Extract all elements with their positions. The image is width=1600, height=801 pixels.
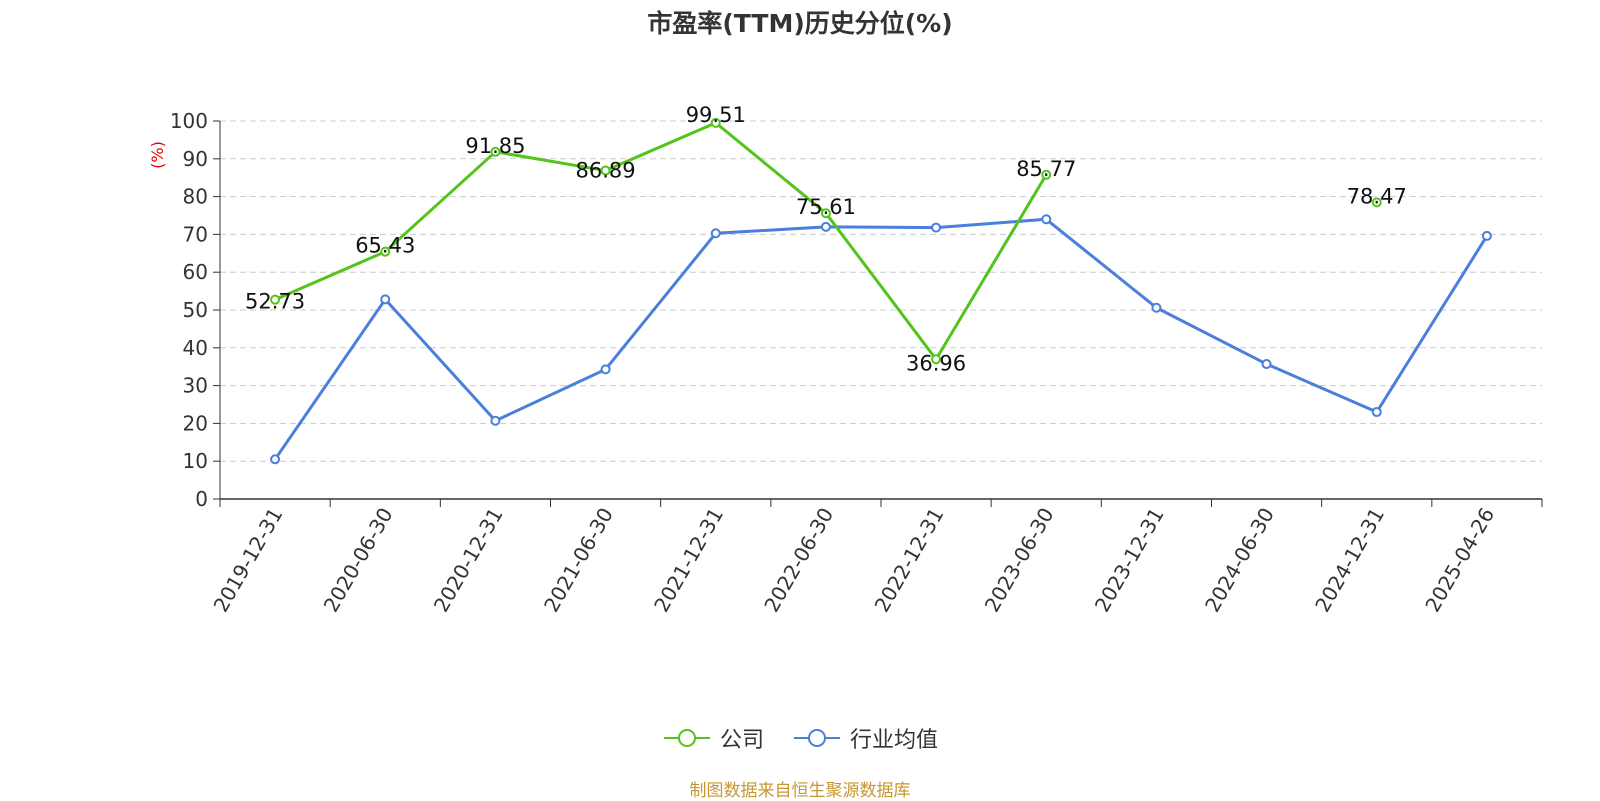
legend-company-label: 公司 xyxy=(719,728,764,753)
data-label: 65.43 xyxy=(355,234,415,258)
source-note: 制图数据来自恒生聚源数据库 xyxy=(689,781,911,801)
y-tick-label: 90 xyxy=(183,147,208,171)
x-tick-label: 2020-12-31 xyxy=(429,503,508,616)
y-tick-label: 60 xyxy=(183,260,208,284)
y-tick-label: 40 xyxy=(183,336,208,360)
data-point xyxy=(380,246,391,257)
data-point xyxy=(490,146,501,157)
data-point xyxy=(931,222,942,233)
data-label: 85.77 xyxy=(1016,157,1076,181)
data-label: 86.89 xyxy=(576,159,636,183)
data-point xyxy=(1371,407,1382,418)
x-tick-label: 2024-12-31 xyxy=(1310,504,1389,617)
y-tick-label: 100 xyxy=(170,109,208,133)
x-tick-label: 2021-06-30 xyxy=(539,504,618,617)
data-label: 78.47 xyxy=(1347,184,1407,208)
legend-industry-label: 行业均值 xyxy=(850,728,939,753)
data-point xyxy=(1041,214,1052,225)
data-point xyxy=(1481,230,1492,241)
y-tick-label: 0 xyxy=(195,487,208,511)
legend: 公司 行业均值 xyxy=(0,722,1600,754)
data-point xyxy=(600,165,611,176)
data-point xyxy=(270,454,281,465)
series-line xyxy=(274,121,1048,361)
data-label: 91.85 xyxy=(465,134,525,158)
data-point xyxy=(931,354,942,365)
x-tick-label: 2024-06-30 xyxy=(1200,504,1279,617)
series-line xyxy=(273,217,1489,461)
data-label: 99.51 xyxy=(686,103,746,127)
data-point xyxy=(1371,197,1382,208)
data-point xyxy=(270,294,281,305)
legend-company-marker-icon xyxy=(663,729,710,747)
legend-item-company[interactable]: 公司 xyxy=(662,722,764,754)
x-tick-label: 2022-06-30 xyxy=(759,504,838,617)
data-label: 52.73 xyxy=(245,290,305,314)
data-point xyxy=(1261,359,1272,370)
legend-industry-marker-icon xyxy=(794,729,840,747)
data-label: 75.61 xyxy=(796,195,856,219)
y-tick-label: 80 xyxy=(183,185,208,209)
y-tick-label: 70 xyxy=(183,222,208,246)
data-point xyxy=(820,221,831,232)
x-tick-label: 2022-12-31 xyxy=(870,503,949,616)
y-tick-label: 30 xyxy=(183,374,208,398)
data-point xyxy=(710,117,721,128)
x-tick-label: 2023-06-30 xyxy=(980,504,1059,617)
legend-item-industry[interactable]: 行业均值 xyxy=(792,722,938,754)
y-tick-label: 50 xyxy=(183,298,208,322)
x-tick-label: 2025-04-26 xyxy=(1420,504,1499,617)
data-point xyxy=(1151,302,1162,313)
x-tick-label: 2021-12-31 xyxy=(649,504,728,617)
data-point xyxy=(600,364,611,375)
data-point xyxy=(1041,169,1052,180)
data-point xyxy=(710,228,721,239)
data-point xyxy=(380,294,391,305)
x-tick-label: 2020-06-30 xyxy=(319,504,398,617)
y-tick-label: 10 xyxy=(183,449,208,473)
x-tick-label: 2023-12-31 xyxy=(1090,504,1169,617)
data-point xyxy=(490,415,501,426)
data-label: 36.96 xyxy=(906,351,966,375)
y-axis-label: (%) xyxy=(148,141,167,169)
chart-title: 市盈率(TTM)历史分位(%) xyxy=(647,9,953,38)
y-tick-label: 20 xyxy=(183,411,208,435)
data-point xyxy=(820,208,831,219)
x-tick-label: 2019-12-31 xyxy=(209,504,288,617)
